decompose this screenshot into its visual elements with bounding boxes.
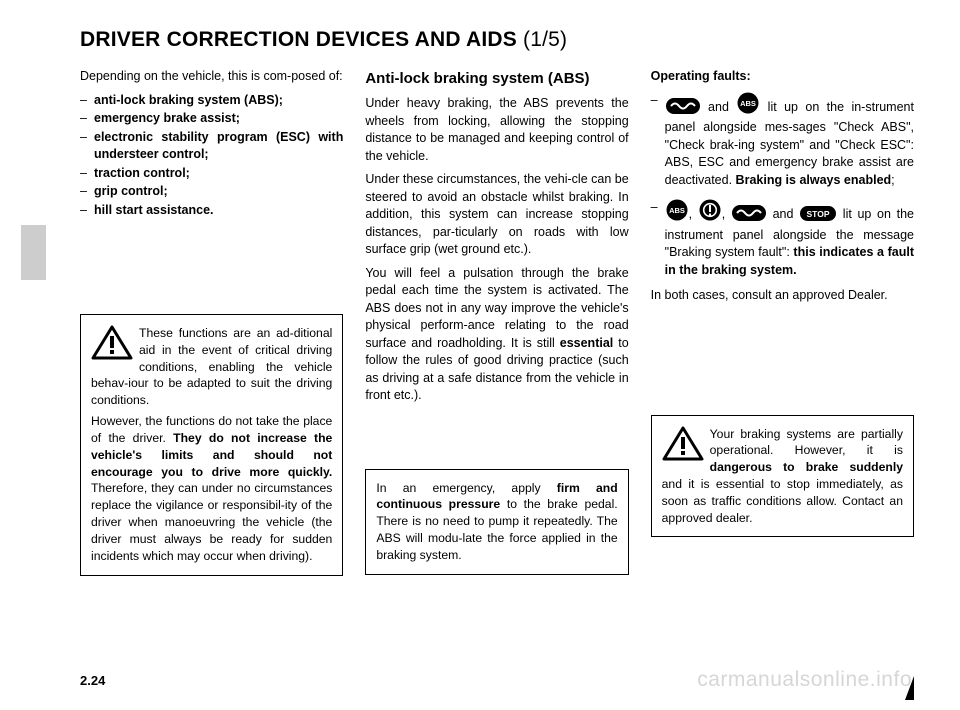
- column-1: Depending on the vehicle, this is com-po…: [80, 68, 343, 576]
- fault-item-2: , , and lit up on the instrument panel a…: [651, 199, 914, 279]
- abs-icon: [737, 92, 759, 120]
- warning-triangle-icon: [662, 426, 704, 462]
- column-3: Operating faults: and lit up on the in-s…: [651, 68, 914, 576]
- warning-triangle-icon: [91, 325, 133, 361]
- box3-t3: and it is essential to stop immediately,…: [662, 477, 903, 525]
- columns: Depending on the vehicle, this is com-po…: [80, 68, 914, 576]
- list-item: emergency brake assist;: [80, 110, 343, 128]
- f2-c1: ,: [689, 207, 698, 221]
- warning-box-3: Your braking systems are partially opera…: [651, 415, 914, 538]
- list-text: electronic stability program (ESC) with …: [94, 130, 343, 162]
- list-item: hill start assistance.: [80, 202, 343, 220]
- page-title: DRIVER CORRECTION DEVICES AND AIDS (1/5): [80, 28, 914, 52]
- page-number: 2.24: [80, 673, 105, 688]
- col3-heading: Operating faults:: [651, 69, 751, 83]
- col1-intro: Depending on the vehicle, this is com-po…: [80, 68, 343, 86]
- col2-heading: Anti-lock braking system (ABS): [365, 68, 628, 89]
- list-text: grip control;: [94, 184, 168, 198]
- box3-t2: dangerous to brake suddenly: [710, 460, 903, 474]
- f1-semi: ;: [891, 173, 894, 187]
- col2-p3b: essential: [560, 336, 614, 350]
- list-item: traction control;: [80, 165, 343, 183]
- col2-p3: You will feel a pulsation through the br…: [365, 265, 628, 405]
- title-counter: (1/5): [523, 28, 567, 51]
- watermark: carmanualsonline.info: [697, 668, 912, 692]
- col2-p1: Under heavy braking, the ABS prevents th…: [365, 95, 628, 165]
- column-2: Anti-lock braking system (ABS) Under hea…: [365, 68, 628, 576]
- page: DRIVER CORRECTION DEVICES AND AIDS (1/5)…: [0, 0, 960, 710]
- list-text: traction control;: [94, 166, 190, 180]
- f1-bold: Braking is always enabled: [736, 173, 892, 187]
- list-text: emergency brake assist;: [94, 111, 240, 125]
- col2-p2: Under these circumstances, the vehi-cle …: [365, 171, 628, 259]
- f2-c2: ,: [722, 207, 731, 221]
- f2-and: and: [767, 207, 799, 221]
- list-item: grip control;: [80, 183, 343, 201]
- title-main: DRIVER CORRECTION DEVICES AND AIDS: [80, 28, 523, 51]
- list-text: hill start assistance.: [94, 203, 214, 217]
- stop-icon: [800, 206, 836, 227]
- box2-t1: In an emergency, apply: [376, 481, 556, 495]
- list-item: electronic stability program (ESC) with …: [80, 129, 343, 164]
- box3-t1: Your braking systems are partially opera…: [710, 427, 903, 458]
- list-item: anti-lock braking system (ABS);: [80, 92, 343, 110]
- faults-list: and lit up on the in-strument panel alon…: [651, 92, 914, 280]
- abs-icon: [666, 199, 688, 227]
- warning-box-1: These functions are an ad-ditional aid i…: [80, 314, 343, 576]
- handbrake-icon: [699, 199, 721, 227]
- col3-after: In both cases, consult an approved Deale…: [651, 287, 914, 305]
- col1-list: anti-lock braking system (ABS); emergenc…: [80, 92, 343, 220]
- brake-wavy-icon: [732, 205, 766, 227]
- fault-item-1: and lit up on the in-strument panel alon…: [651, 92, 914, 190]
- section-tab: [21, 225, 46, 280]
- list-text: anti-lock braking system (ABS);: [94, 93, 283, 107]
- f1-and: and: [701, 100, 737, 114]
- page-corner-icon: [905, 676, 914, 700]
- info-box-2: In an emergency, apply firm and continuo…: [365, 469, 628, 575]
- box1-p2c: Therefore, they can under no circumstanc…: [91, 481, 332, 562]
- brake-wavy-icon: [666, 98, 700, 120]
